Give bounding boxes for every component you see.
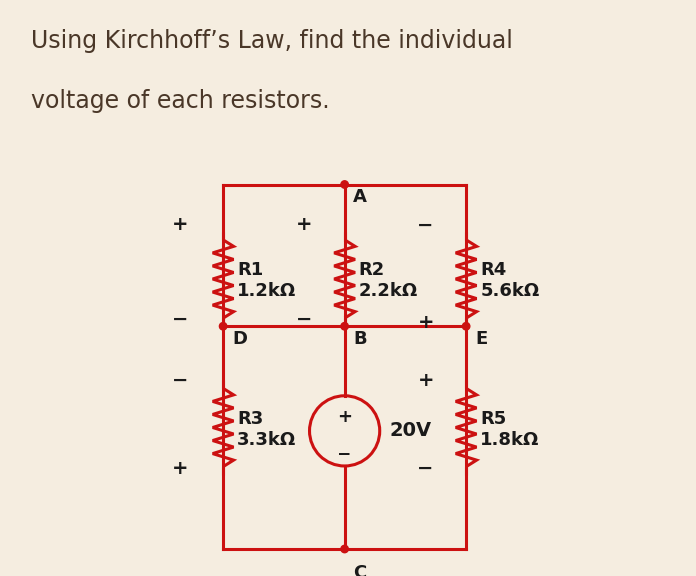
Circle shape <box>462 323 470 330</box>
Text: −: − <box>418 215 434 234</box>
Text: R5: R5 <box>480 410 507 428</box>
Text: +: + <box>296 215 313 234</box>
Text: R2: R2 <box>359 262 385 279</box>
Text: D: D <box>232 329 247 348</box>
Text: _: _ <box>340 435 350 455</box>
Text: E: E <box>475 329 487 348</box>
Text: +: + <box>173 458 189 478</box>
Text: +: + <box>418 313 434 332</box>
Text: 20V: 20V <box>390 422 432 441</box>
Text: 1.2kΩ: 1.2kΩ <box>237 282 296 300</box>
Text: +: + <box>173 215 189 234</box>
Text: 3.3kΩ: 3.3kΩ <box>237 431 296 449</box>
Text: −: − <box>296 310 313 329</box>
Text: R3: R3 <box>237 410 264 428</box>
Text: R4: R4 <box>480 262 507 279</box>
Text: A: A <box>354 188 367 206</box>
Circle shape <box>219 323 227 330</box>
Text: C: C <box>354 564 367 576</box>
Text: +: + <box>418 371 434 390</box>
Text: −: − <box>173 310 189 329</box>
Text: 1.8kΩ: 1.8kΩ <box>480 431 539 449</box>
Text: +: + <box>337 408 352 426</box>
Text: voltage of each resistors.: voltage of each resistors. <box>31 89 330 113</box>
Text: −: − <box>418 458 434 478</box>
Circle shape <box>341 323 348 330</box>
Text: B: B <box>354 329 367 348</box>
Circle shape <box>341 181 348 188</box>
Text: Using Kirchhoff’s Law, find the individual: Using Kirchhoff’s Law, find the individu… <box>31 29 513 53</box>
Text: R1: R1 <box>237 262 264 279</box>
Text: 2.2kΩ: 2.2kΩ <box>359 282 418 300</box>
Text: −: − <box>173 371 189 390</box>
Text: 5.6kΩ: 5.6kΩ <box>480 282 539 300</box>
Circle shape <box>341 545 348 553</box>
